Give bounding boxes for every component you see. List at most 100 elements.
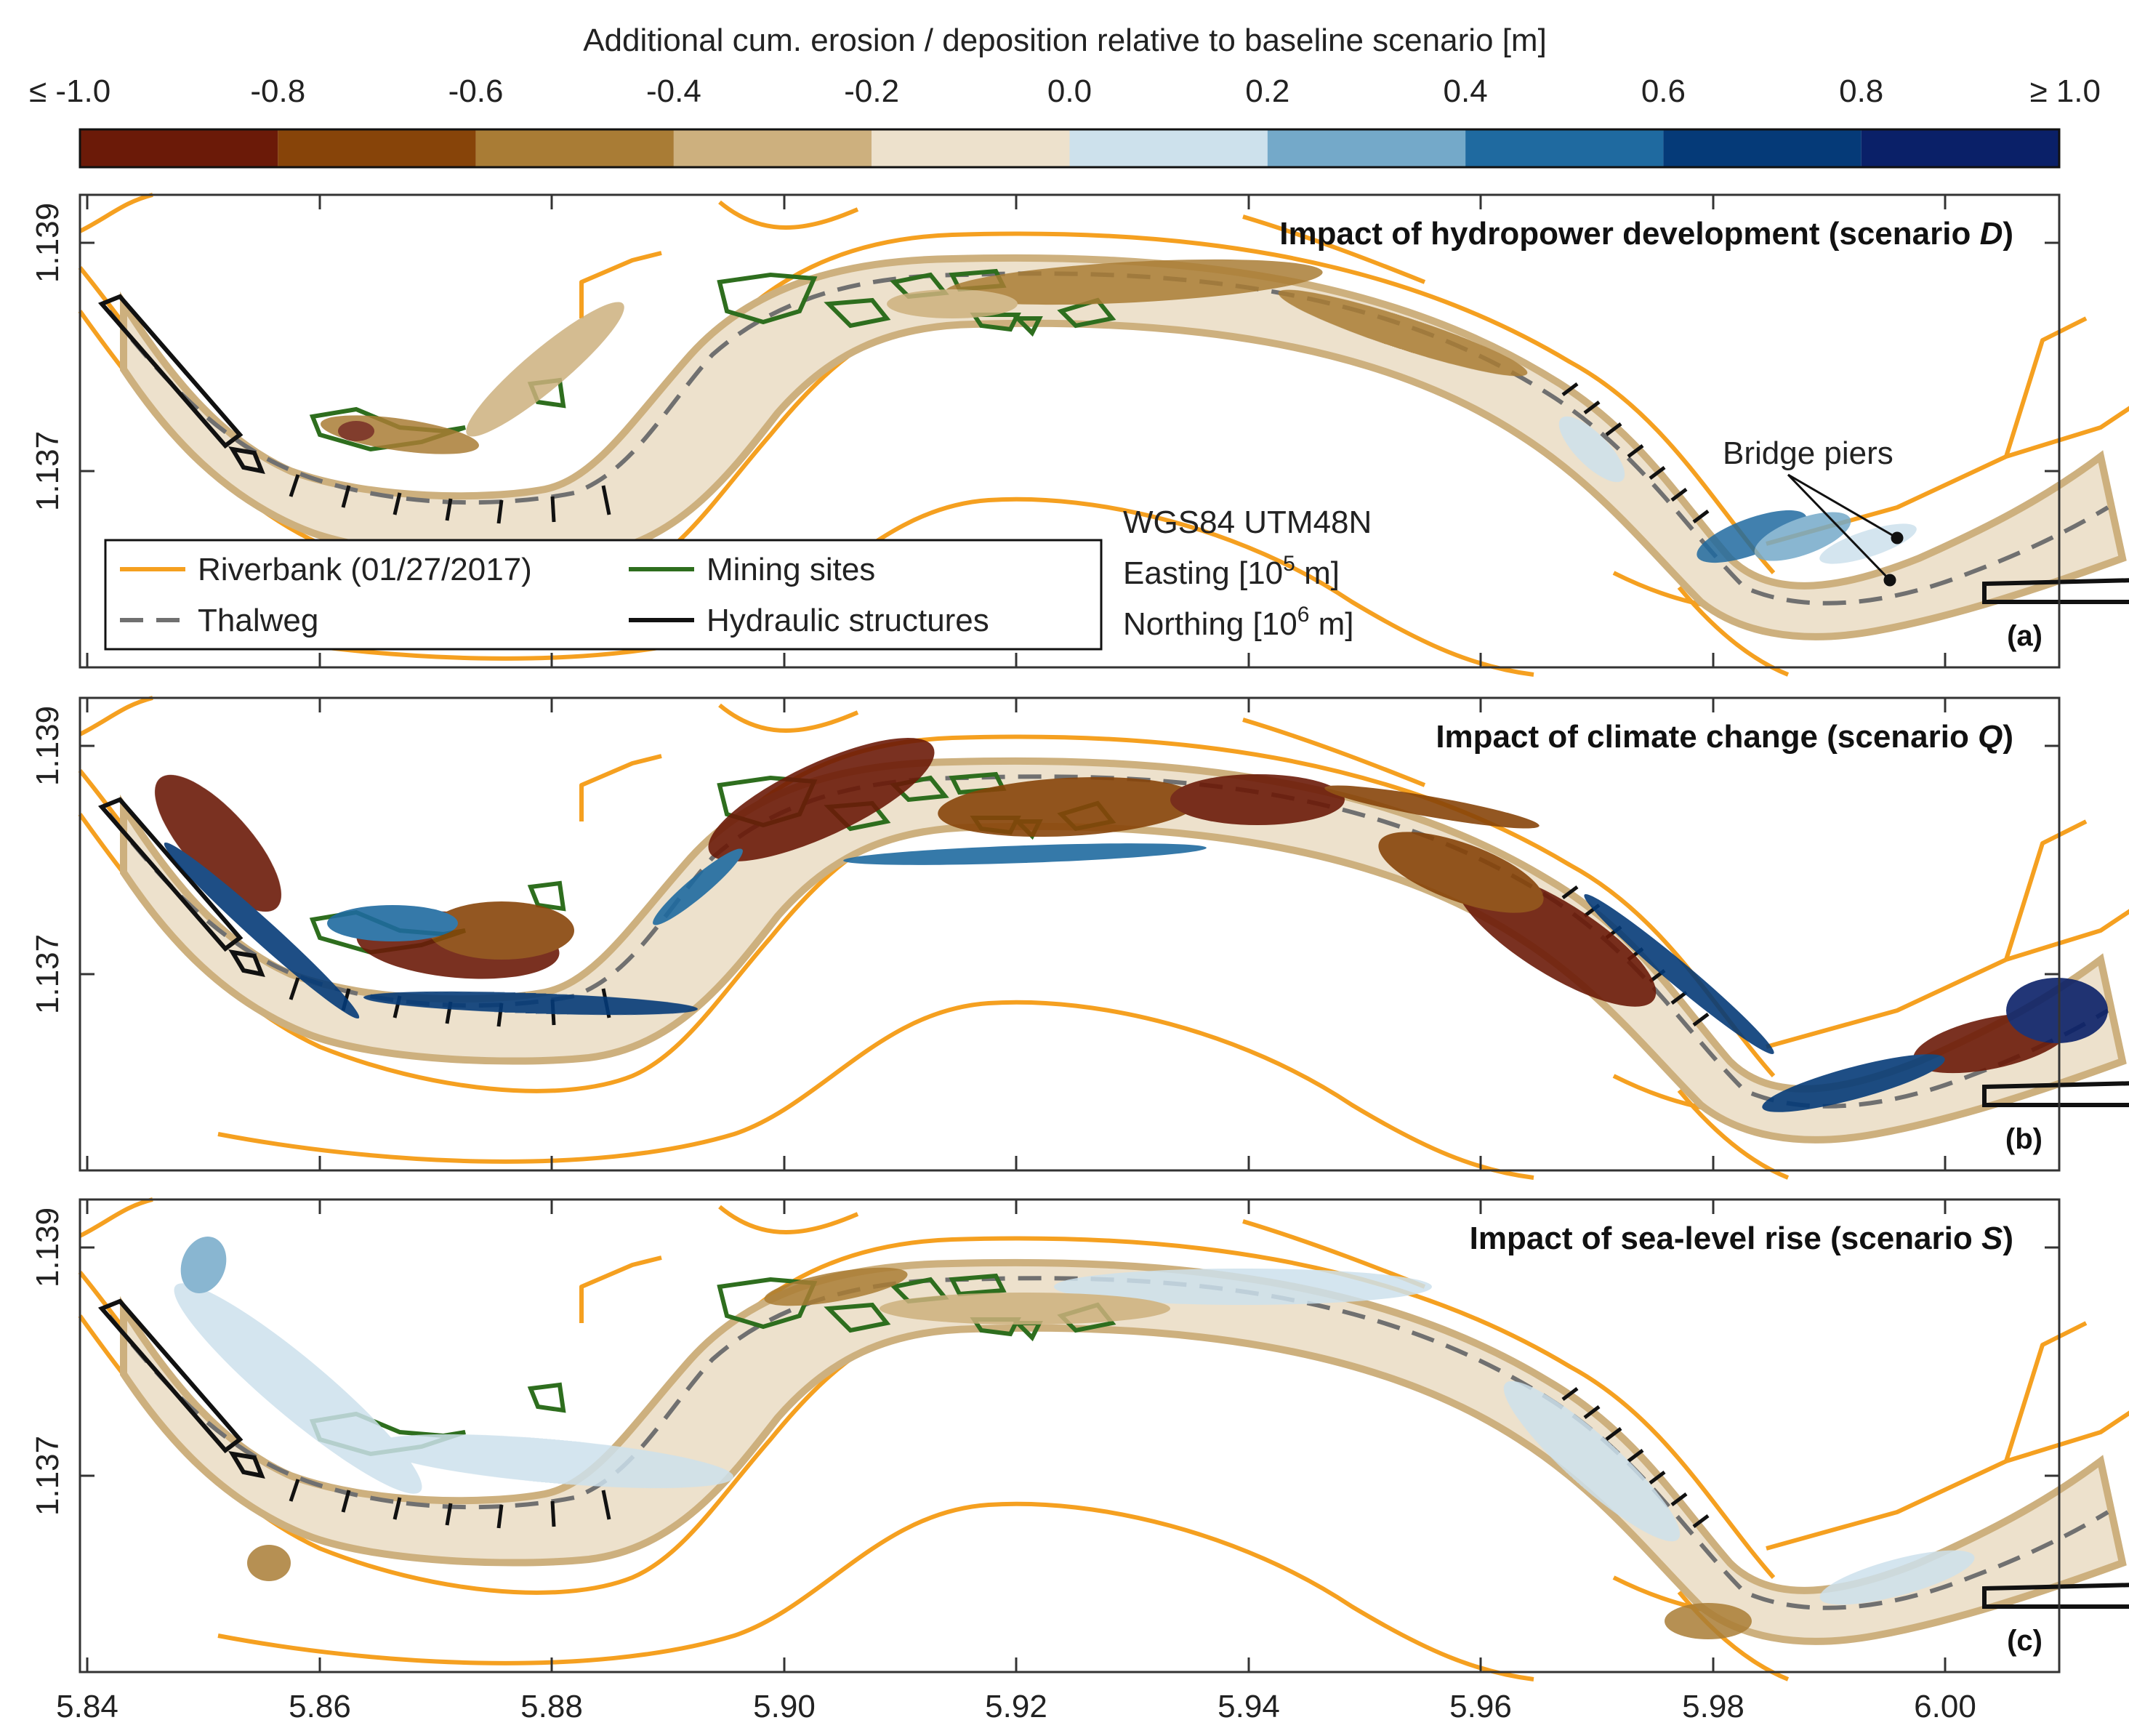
x-tick-label: 5.94 <box>1218 1689 1280 1724</box>
panel-b-heatmap <box>155 738 2108 1112</box>
heatmap-patch <box>1558 416 1625 483</box>
colorbar-tick-label: ≥ 1.0 <box>2029 73 2101 109</box>
panel-b-label: (b) <box>2005 1123 2043 1155</box>
y-tick-label: 1.139 <box>30 1207 65 1287</box>
colorbar-title: Additional cum. erosion / deposition rel… <box>583 23 1547 58</box>
x-tick-label: 5.88 <box>520 1689 583 1724</box>
heatmap-patch <box>1819 523 1917 564</box>
heatmap-patch <box>1170 774 1345 825</box>
colorbar-bin-7 <box>1465 129 1664 167</box>
colorbar <box>79 128 2061 169</box>
heatmap-patch <box>1584 894 1774 1054</box>
heatmap-patch <box>180 1237 227 1293</box>
colorbar-bin-0 <box>80 129 278 167</box>
colorbar-tick-label: -0.6 <box>448 73 504 109</box>
y-tick-label: 1.139 <box>30 203 65 283</box>
colorbar-tick-label: 0.8 <box>1839 73 1883 109</box>
x-tick-label: 5.84 <box>56 1689 118 1724</box>
heatmap-patch <box>764 1267 908 1306</box>
colorbar-tick-label: -0.2 <box>844 73 899 109</box>
heatmap-patch <box>843 843 1207 865</box>
heatmap-patch <box>1278 289 1528 377</box>
legend-mining-label: Mining sites <box>707 552 875 587</box>
x-tick-label: 5.98 <box>1682 1689 1744 1724</box>
heatmap-patch <box>653 848 743 925</box>
heatmap-patch <box>938 776 1199 837</box>
colorbar-tick-labels: ≤ -1.0 -0.8 -0.6 -0.4 -0.2 0.0 0.2 0.4 0.6 0.8 ≥ 1… <box>29 73 2101 109</box>
colorbar-bin-3 <box>673 129 872 167</box>
x-tick-labels: 5.84 5.86 5.88 5.90 5.92 5.94 5.96 5.98 6.00 <box>56 1689 1976 1724</box>
heatmap-patch <box>1754 512 1851 561</box>
colorbar-tick-label: -0.8 <box>250 73 305 109</box>
panel-b-map <box>80 698 2129 1178</box>
legend: Riverbank (01/27/2017) Thalweg Mining si… <box>104 539 1103 651</box>
colorbar-tick-label: 0.4 <box>1444 73 1488 109</box>
y-tick-label: 1.137 <box>30 431 65 511</box>
colorbar-border <box>79 128 2061 169</box>
panel-c: Impact of sea-level rise (scenario S) (c… <box>80 1199 2129 1679</box>
x-tick-label: 6.00 <box>1914 1689 1976 1724</box>
x-tick-label: 5.92 <box>985 1689 1047 1724</box>
colorbar-tick-label: 0.2 <box>1245 73 1289 109</box>
panel-c-label: (c) <box>2007 1625 2043 1657</box>
crs-northing: Northing [106 m] <box>1123 603 1354 642</box>
heatmap-patch <box>174 1283 422 1494</box>
colorbar-bin-1 <box>278 129 476 167</box>
heatmap-patch <box>1762 1054 1945 1112</box>
panel-a-heatmap <box>321 259 1917 564</box>
heatmap-patch <box>1819 1550 1975 1605</box>
heatmap-patch <box>887 289 1018 318</box>
legend-riverbank-label: Riverbank (01/27/2017) <box>198 552 532 587</box>
heatmap-patch <box>371 1434 734 1488</box>
heatmap-patch <box>945 259 1323 305</box>
x-tick-label: 5.90 <box>753 1689 816 1724</box>
colorbar-tick-label: 0.0 <box>1047 73 1092 109</box>
colorbar-tick-label: ≤ -1.0 <box>29 73 110 109</box>
panel-a: Impact of hydropower development (scenar… <box>80 195 2129 675</box>
panel-b: Impact of climate change (scenario Q) (b… <box>80 698 2129 1178</box>
heatmap-patch <box>247 1545 291 1581</box>
heatmap-patch <box>155 774 281 912</box>
heatmap-patch <box>338 421 374 441</box>
y-tick-label: 1.139 <box>30 706 65 786</box>
heatmap-patch <box>880 1293 1170 1325</box>
heatmap-patch <box>363 991 698 1016</box>
heatmap-patch <box>2006 978 2108 1043</box>
heatmap-patch <box>327 905 458 941</box>
panel-c-map <box>80 1199 2129 1679</box>
heatmap-patch <box>164 842 360 1019</box>
heatmap-patch <box>1378 832 1544 913</box>
panel-a-title: Impact of hydropower development (scenar… <box>1279 216 2013 252</box>
colorbar-tick-label: -0.4 <box>646 73 701 109</box>
heatmap-patch <box>1697 510 1807 563</box>
colorbar-bin-5 <box>1069 129 1268 167</box>
panel-a-label: (a) <box>2007 620 2043 652</box>
x-tick-label: 5.96 <box>1449 1689 1512 1724</box>
heatmap-patch <box>1665 1603 1752 1639</box>
panel-c-title: Impact of sea-level rise (scenario S) <box>1470 1221 2013 1256</box>
panel-a-map <box>80 195 2129 675</box>
colorbar-bin-2 <box>475 129 674 167</box>
y-tick-label: 1.137 <box>30 1436 65 1516</box>
colorbar-tick-label: 0.6 <box>1641 73 1686 109</box>
panel-b-title: Impact of climate change (scenario Q) <box>1436 719 2013 755</box>
crs-datum: WGS84 UTM48N <box>1123 505 1372 540</box>
heatmap-patch <box>1054 1269 1432 1305</box>
heatmap-patch <box>429 901 574 960</box>
heatmap-patch <box>708 738 935 861</box>
colorbar-bin-8 <box>1663 129 1862 167</box>
y-tick-label: 1.137 <box>30 934 65 1014</box>
x-tick-label: 5.86 <box>289 1689 351 1724</box>
legend-thalweg-label: Thalweg <box>198 603 318 638</box>
colorbar-bin-4 <box>872 129 1070 167</box>
y-tick-labels: 1.139 1.137 1.139 1.137 1.139 1.137 <box>30 203 65 1516</box>
bridge-piers-label: Bridge piers <box>1723 435 1893 471</box>
heatmap-patch <box>466 302 624 437</box>
bridge-piers-arrows <box>1787 473 1904 587</box>
heatmap-patch <box>1503 1381 1681 1542</box>
colorbar-bin-6 <box>1267 129 1466 167</box>
crs-easting: Easting [105 m] <box>1123 552 1340 591</box>
panel-c-heatmap <box>174 1237 1975 1639</box>
legend-structures-label: Hydraulic structures <box>707 603 989 638</box>
